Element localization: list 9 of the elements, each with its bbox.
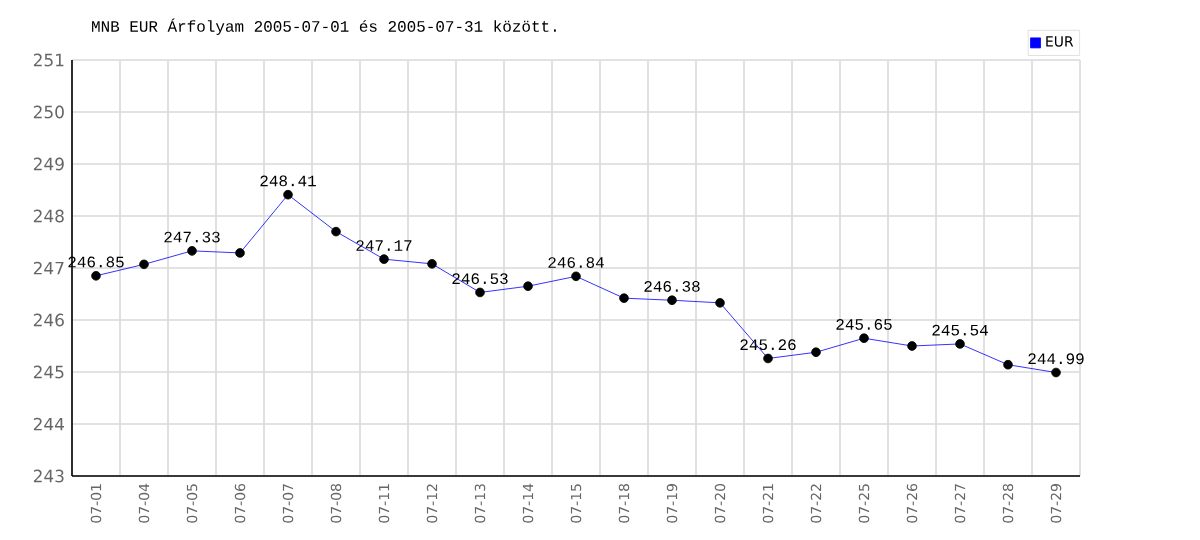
y-tick-label: 247 <box>33 261 64 275</box>
y-tick-label: 245 <box>33 365 64 379</box>
y-tick-label: 248 <box>33 209 64 223</box>
y-tick-label: 244 <box>33 417 64 431</box>
y-tick-label: 250 <box>33 105 64 119</box>
y-tick-label: 251 <box>33 53 64 67</box>
y-tick-label: 249 <box>33 157 64 171</box>
y-tick-label: 243 <box>33 469 64 483</box>
y-tick-label: 246 <box>33 313 64 327</box>
